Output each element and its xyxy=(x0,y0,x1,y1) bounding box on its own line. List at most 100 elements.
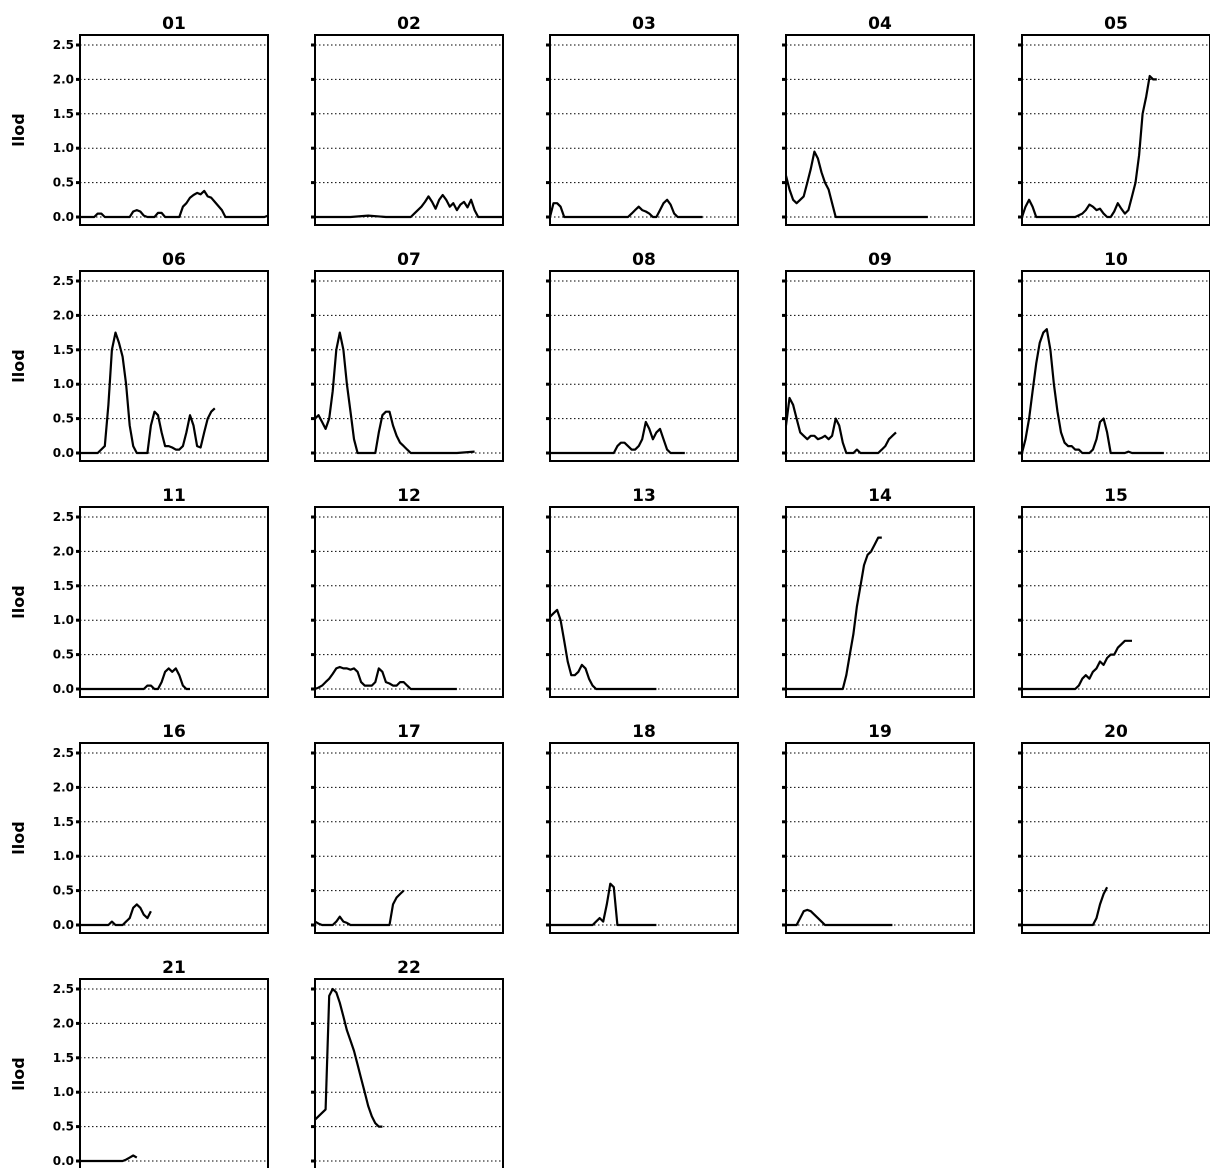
lod-series-line xyxy=(80,667,190,691)
panel-title: 07 xyxy=(397,250,421,270)
y-axis-label: llod xyxy=(9,1057,28,1090)
chart-panel-15: 15 xyxy=(1018,486,1210,698)
lod-series-line xyxy=(1022,886,1109,927)
y-axis-label: llod xyxy=(9,585,28,618)
y-tick-label: 0.0 xyxy=(53,918,74,932)
y-tick-label: 1.0 xyxy=(53,1085,74,1099)
lod-series-line xyxy=(786,536,882,691)
chart-panel-03: 03 xyxy=(546,14,739,226)
y-tick-label: 0.5 xyxy=(53,884,74,898)
y-tick-label: 2.5 xyxy=(53,982,74,996)
panel-frame xyxy=(314,506,504,698)
panel-frame xyxy=(785,506,975,698)
panel-frame xyxy=(1021,742,1210,934)
lod-series-line xyxy=(1022,639,1132,691)
y-tick-label: 0.0 xyxy=(53,682,74,696)
panel-frame xyxy=(79,34,269,226)
y-tick-label: 0.5 xyxy=(53,648,74,662)
y-tick-label: 1.0 xyxy=(53,613,74,627)
panel-title: 22 xyxy=(397,958,421,978)
lod-series-line xyxy=(80,1154,138,1163)
y-tick-label: 1.5 xyxy=(53,579,74,593)
panel-frame xyxy=(79,742,269,934)
chart-panel-13: 13 xyxy=(546,486,739,698)
chart-panel-16: 16 0.0 0.5 1.0 1.5 2.0 2.5 llod xyxy=(9,722,269,934)
y-tick-label: 2.0 xyxy=(53,1016,74,1030)
panel-title: 18 xyxy=(632,722,656,742)
panel-frame xyxy=(1021,506,1210,698)
panel-title: 21 xyxy=(162,958,186,978)
chart-panel-20: 20 xyxy=(1018,722,1210,934)
y-tick-label: 1.5 xyxy=(53,107,74,121)
panel-title: 14 xyxy=(868,486,892,506)
panel-title: 05 xyxy=(1104,14,1128,34)
y-axis-label: llod xyxy=(9,821,28,854)
panel-title: 12 xyxy=(397,486,421,506)
panel-frame xyxy=(79,506,269,698)
chart-panel-09: 09 xyxy=(782,250,975,462)
chart-panel-19: 19 xyxy=(782,722,975,934)
lod-series-line xyxy=(550,420,685,455)
panel-title: 08 xyxy=(632,250,656,270)
panel-frame xyxy=(549,742,739,934)
y-axis-label: llod xyxy=(9,349,28,382)
panel-title: 04 xyxy=(868,14,892,34)
chart-panel-21: 21 0.0 0.5 1.0 1.5 2.0 2.5 llod xyxy=(9,958,269,1168)
panel-frame xyxy=(79,270,269,462)
y-tick-label: 2.0 xyxy=(53,72,74,86)
panel-frame xyxy=(1021,34,1210,226)
panel-frame xyxy=(549,34,739,226)
panel-title: 19 xyxy=(868,722,892,742)
lod-series-line xyxy=(314,331,475,455)
y-tick-label: 2.0 xyxy=(53,308,74,322)
lod-series-line xyxy=(314,665,457,691)
y-tick-label: 1.5 xyxy=(53,343,74,357)
lod-series-line xyxy=(80,331,216,455)
panel-frame xyxy=(314,978,504,1168)
lod-series-line xyxy=(784,396,897,455)
panel-title: 03 xyxy=(632,14,656,34)
panel-title: 15 xyxy=(1104,486,1128,506)
lod-series-line xyxy=(80,189,269,219)
chart-panel-05: 05 xyxy=(1018,14,1210,226)
panel-frame xyxy=(314,270,504,462)
chart-panel-08: 08 xyxy=(546,250,739,462)
panel-title: 17 xyxy=(397,722,421,742)
panel-frame xyxy=(314,742,504,934)
lod-series-line xyxy=(784,150,928,219)
chart-panel-07: 07 xyxy=(311,250,504,462)
panel-frame xyxy=(79,978,269,1168)
y-tick-label: 2.0 xyxy=(53,780,74,794)
chart-panel-22: 22 xyxy=(311,958,504,1168)
y-tick-label: 2.5 xyxy=(53,510,74,524)
y-tick-label: 0.5 xyxy=(53,412,74,426)
panel-title: 20 xyxy=(1104,722,1128,742)
lod-series-line xyxy=(315,193,503,219)
y-tick-label: 0.0 xyxy=(53,210,74,224)
lod-series-line xyxy=(80,903,152,927)
y-tick-label: 0.5 xyxy=(53,1120,74,1134)
chart-panel-11: 11 0.0 0.5 1.0 1.5 2.0 2.5 llod xyxy=(9,486,269,698)
lod-series-line xyxy=(548,198,703,219)
panel-title: 10 xyxy=(1104,250,1128,270)
chart-panel-12: 12 xyxy=(311,486,504,698)
y-tick-label: 0.5 xyxy=(53,176,74,190)
chart-panel-10: 10 xyxy=(1018,250,1210,462)
y-tick-label: 2.5 xyxy=(53,746,74,760)
y-tick-label: 1.0 xyxy=(53,141,74,155)
panel-title: 11 xyxy=(162,486,186,506)
y-tick-label: 1.5 xyxy=(53,815,74,829)
lod-series-line xyxy=(314,987,383,1128)
panel-frame xyxy=(785,34,975,226)
chart-panel-14: 14 xyxy=(782,486,975,698)
y-tick-label: 0.0 xyxy=(53,446,74,460)
chart-panel-04: 04 xyxy=(782,14,975,226)
chart-panel-18: 18 xyxy=(546,722,739,934)
panel-title: 01 xyxy=(162,14,186,34)
panel-title: 16 xyxy=(162,722,186,742)
lod-series-line xyxy=(1020,74,1157,219)
y-tick-label: 2.5 xyxy=(53,274,74,288)
y-axis-label: llod xyxy=(9,113,28,146)
panel-frame xyxy=(549,270,739,462)
